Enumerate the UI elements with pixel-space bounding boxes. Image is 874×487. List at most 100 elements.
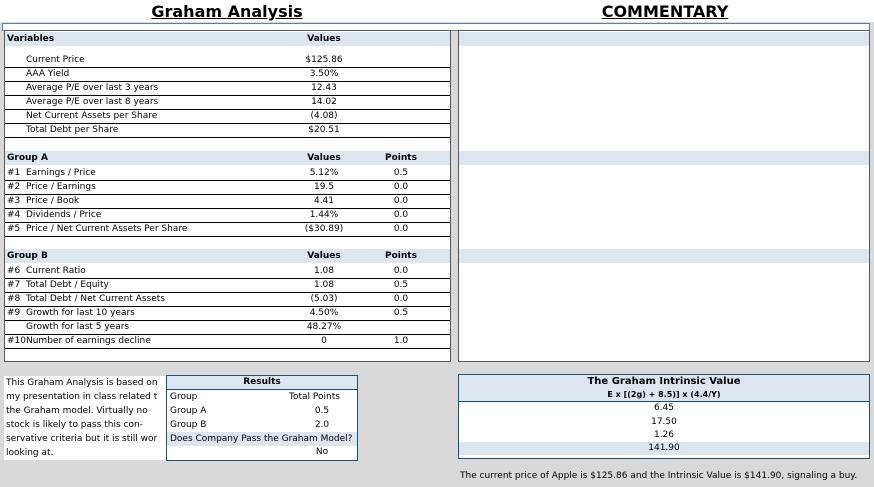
variable-row: Net Current Assets per Share (4.08) bbox=[5, 109, 450, 124]
criterion-label: Current Ratio bbox=[26, 266, 86, 276]
criterion-label: Earnings / Price bbox=[26, 168, 96, 178]
criterion-points: 0.5 bbox=[393, 308, 409, 318]
results-pass-row: Does Company Pass the Graham Model? bbox=[167, 432, 357, 446]
intrinsic-value-line: 1.26 bbox=[653, 430, 675, 440]
intrinsic-value-result: 141.90 bbox=[459, 442, 869, 455]
note-line: servative criteria but it is still wor bbox=[6, 434, 158, 444]
intrinsic-formula: E x [(2g) + 8.5)] x (4.4/Y) bbox=[459, 388, 869, 402]
intrinsic-value-line: 6.45 bbox=[653, 403, 675, 413]
commentary-panel[interactable] bbox=[458, 30, 870, 362]
intrinsic-title: The Graham Intrinsic Value bbox=[459, 375, 869, 388]
results-row-value: 0.5 bbox=[314, 406, 330, 416]
group-b-row: Growth for last 5 years 48.27% bbox=[5, 320, 450, 335]
criterion-label: Growth for last 5 years bbox=[26, 322, 130, 332]
variable-label: Net Current Assets per Share bbox=[26, 111, 158, 121]
group-a-header-row: Group A Values Points bbox=[5, 151, 450, 165]
criterion-number: #8 bbox=[7, 294, 21, 304]
note-line: stock is likely to pass this con- bbox=[6, 420, 143, 430]
group-b-row: #10 Number of earnings decline 0 1.0 bbox=[5, 334, 450, 349]
results-row-label: Group A bbox=[170, 406, 207, 416]
variable-row: Average P/E over last 3 years 12.43 bbox=[5, 81, 450, 96]
variable-label: Current Price bbox=[26, 55, 85, 65]
group-a-row: #1 Earnings / Price 5.12% 0.5 bbox=[5, 166, 450, 181]
results-box: Results Group Total Points Group A 0.5 G… bbox=[166, 375, 358, 461]
results-row-label: Group B bbox=[170, 420, 207, 430]
criterion-label: Price / Book bbox=[26, 196, 80, 206]
graham-analysis-title: Graham Analysis bbox=[151, 2, 303, 21]
criterion-value: 1.08 bbox=[313, 280, 335, 290]
commentary-band-1 bbox=[459, 32, 869, 46]
criterion-number: #9 bbox=[7, 308, 21, 318]
criterion-points: 0.0 bbox=[393, 210, 409, 220]
analysis-panel: Variables Values Current Price $125.86 AAA… bbox=[4, 30, 451, 362]
note-line: looking at. bbox=[6, 448, 54, 458]
variable-row: Total Debt per Share $20.51 bbox=[5, 123, 450, 138]
intrinsic-value-line: 17.50 bbox=[651, 417, 677, 427]
criterion-value: 1.08 bbox=[313, 266, 335, 276]
results-pass-question: Does Company Pass the Graham Model? bbox=[170, 434, 353, 444]
criterion-value: 48.27% bbox=[306, 322, 342, 332]
variables-values-header: Values bbox=[307, 34, 341, 44]
note-line: the Graham model. Virtually no bbox=[6, 406, 148, 416]
criterion-points: 0.5 bbox=[393, 168, 409, 178]
criterion-value: 4.50% bbox=[309, 308, 339, 318]
results-answer-row: No bbox=[167, 446, 357, 459]
criterion-number: #6 bbox=[7, 266, 21, 276]
variable-value: $125.86 bbox=[305, 55, 343, 65]
criterion-value: 1.44% bbox=[309, 210, 339, 220]
criterion-label: Number of earnings decline bbox=[26, 336, 151, 346]
variable-label: Total Debt per Share bbox=[26, 125, 119, 135]
results-row: Group B 2.0 bbox=[167, 418, 357, 432]
group-a-values-header: Values bbox=[307, 153, 341, 163]
group-b-header-row: Group B Values Points bbox=[5, 249, 450, 263]
variable-row: AAA Yield 3.50% bbox=[5, 67, 450, 82]
variable-label: Average P/E over last 3 years bbox=[26, 83, 159, 93]
results-points-header: Total Points bbox=[289, 392, 340, 402]
group-a-points-header: Points bbox=[385, 153, 417, 163]
results-row: Group A 0.5 bbox=[167, 404, 357, 418]
criterion-label: Growth for last 10 years bbox=[26, 308, 135, 318]
group-b-row: #9 Growth for last 10 years 4.50% 0.5 bbox=[5, 306, 450, 321]
results-row-value: 2.0 bbox=[314, 420, 330, 430]
group-a-row: #5 Price / Net Current Assets Per Share ($… bbox=[5, 222, 450, 237]
criterion-points: 1.0 bbox=[393, 336, 409, 346]
criterion-number: #4 bbox=[7, 210, 21, 220]
group-b-row: #7 Total Debt / Equity 1.08 0.5 bbox=[5, 278, 450, 293]
group-b-values-header: Values bbox=[307, 251, 341, 261]
variables-header-row: Variables Values bbox=[5, 32, 450, 46]
criterion-value: 0 bbox=[321, 336, 327, 346]
group-b-header: Group B bbox=[7, 251, 48, 261]
note-line: my presentation in class related t bbox=[6, 392, 158, 402]
note-box: This Graham Analysis is based on my pres… bbox=[4, 376, 166, 460]
variable-row: Average P/E over last 8 years 14.02 bbox=[5, 95, 450, 110]
criterion-value: 5.12% bbox=[309, 168, 339, 178]
criterion-points: 0.0 bbox=[393, 294, 409, 304]
criterion-number: #7 bbox=[7, 280, 21, 290]
intrinsic-summary: The current price of Apple is $125.86 an… bbox=[460, 471, 858, 481]
variable-value: 12.43 bbox=[311, 83, 337, 93]
group-b-row: #6 Current Ratio 1.08 0.0 bbox=[5, 264, 450, 279]
criterion-number: #3 bbox=[7, 196, 21, 206]
variable-value: (4.08) bbox=[310, 111, 338, 121]
criterion-number: #1 bbox=[7, 168, 21, 178]
commentary-band-2 bbox=[459, 151, 869, 165]
criterion-value: 4.41 bbox=[313, 196, 335, 206]
results-title: Results bbox=[167, 376, 357, 390]
group-a-row: #3 Price / Book 4.41 0.0 bbox=[5, 194, 450, 209]
criterion-points: 0.0 bbox=[393, 196, 409, 206]
variable-row: Current Price $125.86 bbox=[5, 53, 450, 68]
group-b-points-header: Points bbox=[385, 251, 417, 261]
criterion-points: 0.0 bbox=[393, 182, 409, 192]
variable-label: AAA Yield bbox=[26, 69, 70, 79]
commentary-band-3 bbox=[459, 249, 869, 263]
criterion-points: 0.0 bbox=[393, 266, 409, 276]
commentary-title: COMMENTARY bbox=[601, 2, 729, 21]
group-a-row: #4 Dividends / Price 1.44% 0.0 bbox=[5, 208, 450, 223]
variables-header: Variables bbox=[7, 34, 55, 44]
criterion-label: Total Debt / Equity bbox=[26, 280, 109, 290]
group-a-row: #2 Price / Earnings 19.5 0.0 bbox=[5, 180, 450, 195]
note-line: This Graham Analysis is based on bbox=[6, 378, 158, 388]
criterion-points: 0.0 bbox=[393, 224, 409, 234]
criterion-label: Price / Net Current Assets Per Share bbox=[26, 224, 188, 234]
criterion-number: #2 bbox=[7, 182, 21, 192]
